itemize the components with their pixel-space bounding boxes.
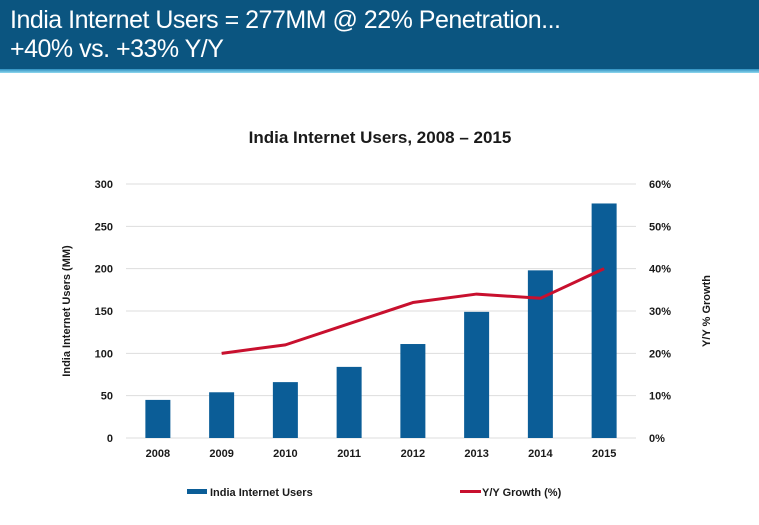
bar-2011 (336, 366, 362, 438)
x-tick-label: 2010 (273, 448, 297, 460)
x-axis-ticks: 2008 2009 2010 2011 2012 2013 2014 2015 (146, 448, 617, 460)
y2-tick-label: 10% (649, 391, 671, 403)
legend-label-line: Y/Y Growth (%) (482, 487, 562, 499)
slide-header (0, 0, 759, 69)
y-tick-label: 0 (107, 433, 113, 445)
bar-2010 (272, 382, 298, 438)
y-tick-label: 100 (95, 348, 113, 360)
bar-2013 (464, 311, 490, 438)
y-tick-label: 50 (101, 391, 113, 403)
x-tick-label: 2008 (146, 448, 170, 460)
y2-tick-label: 50% (649, 221, 671, 233)
y2-tick-label: 60% (649, 179, 671, 191)
y2-tick-label: 30% (649, 306, 671, 318)
x-tick-label: 2012 (401, 448, 425, 460)
y2-axis-ticks: 0% 10% 20% 30% 40% 50% 60% (649, 179, 671, 445)
bar-2015 (591, 203, 617, 438)
y-axis-label: India Internet Users (MM) (61, 245, 73, 377)
bar-2009 (209, 392, 235, 438)
y2-tick-label: 20% (649, 348, 671, 360)
x-tick-label: 2009 (209, 448, 233, 460)
y-tick-label: 250 (95, 221, 113, 233)
legend-label-bars: India Internet Users (210, 487, 313, 499)
legend-swatch-line (460, 490, 481, 493)
legend: India Internet Users Y/Y Growth (%) (187, 487, 562, 499)
y2-tick-label: 40% (649, 264, 671, 276)
bar-series (145, 203, 617, 438)
x-tick-label: 2011 (337, 448, 361, 460)
x-tick-label: 2013 (464, 448, 488, 460)
legend-swatch-bars (187, 489, 207, 494)
slide-title-line-1: India Internet Users = 277MM @ 22% Penet… (10, 6, 561, 34)
x-tick-label: 2014 (528, 448, 553, 460)
bar-2012 (400, 344, 426, 438)
y2-tick-label: 0% (649, 433, 665, 445)
bar-2008 (145, 399, 171, 438)
y-tick-label: 150 (95, 306, 113, 318)
y-tick-label: 300 (95, 179, 113, 191)
slide-title-line-2: +40% vs. +33% Y/Y (10, 35, 224, 63)
gridlines (126, 183, 636, 439)
y-axis-ticks: 0 50 100 150 200 250 300 (95, 179, 113, 445)
line-series (221, 267, 605, 355)
chart-title: India Internet Users, 2008 – 2015 (249, 128, 512, 147)
header-accent-stripe (0, 69, 759, 73)
x-tick-label: 2015 (592, 448, 616, 460)
y-tick-label: 200 (95, 264, 113, 276)
y2-axis-label: Y/Y % Growth (701, 275, 713, 347)
